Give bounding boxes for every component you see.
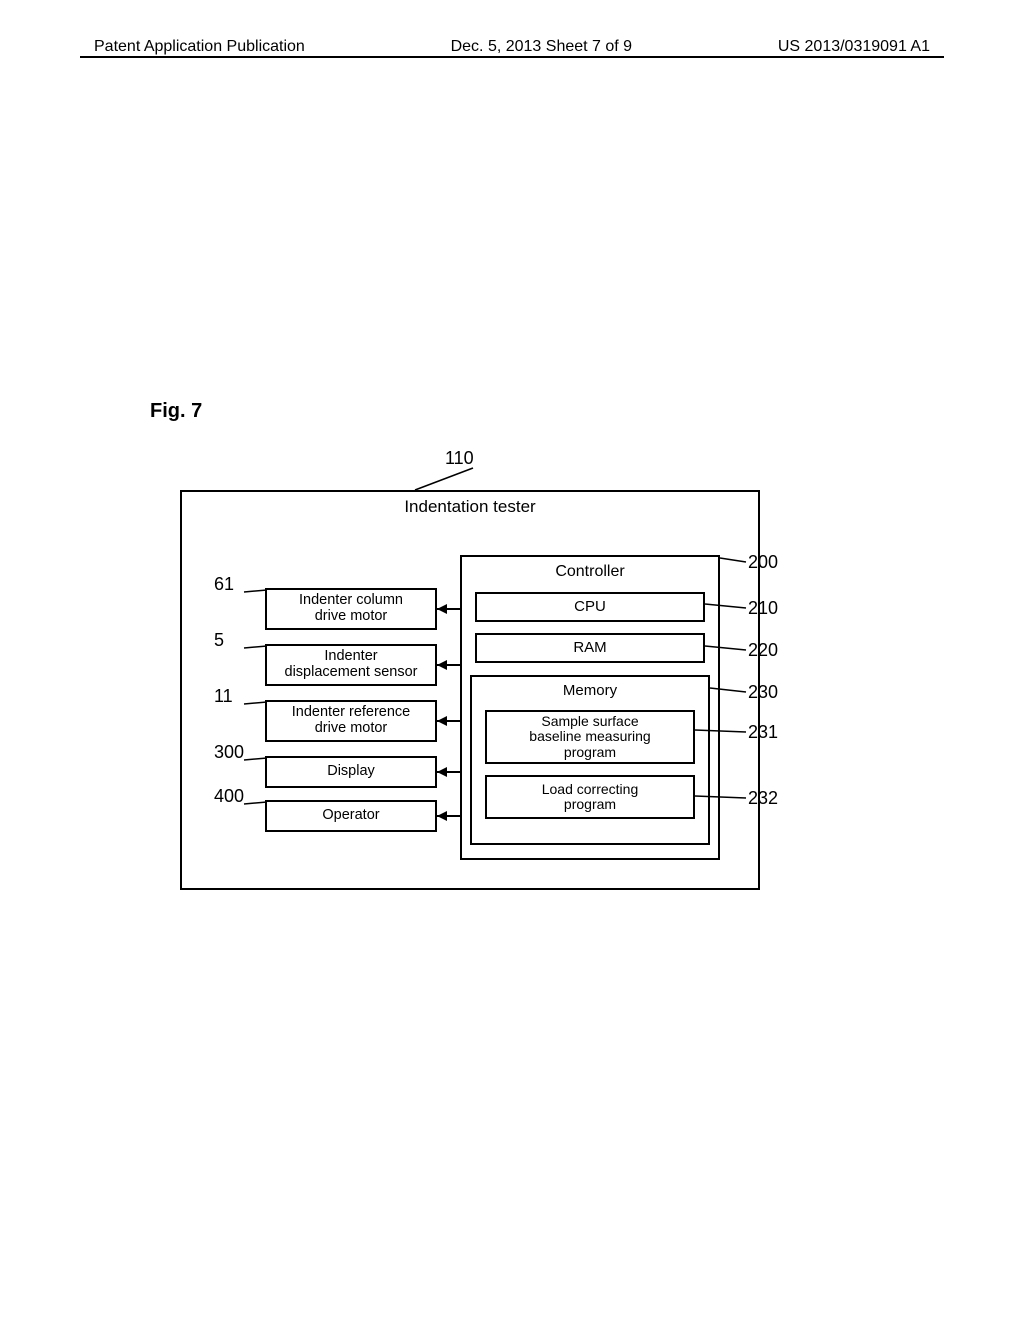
page: Patent Application Publication Dec. 5, 2…	[0, 0, 1024, 1320]
diagram-lines	[0, 0, 1024, 1320]
